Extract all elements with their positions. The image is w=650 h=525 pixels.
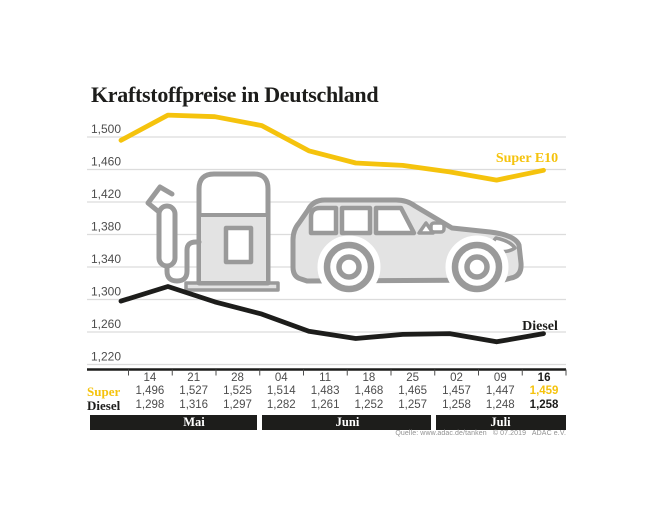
date-cell: 02 [450, 372, 463, 384]
date-cell: 25 [406, 372, 420, 384]
date-cell: 18 [362, 372, 376, 384]
date-cell: 04 [274, 372, 288, 384]
super-row-label: Super [87, 384, 121, 399]
date-cell: 21 [187, 372, 201, 384]
diesel-price-cell: 1,257 [398, 399, 428, 411]
diesel-line [118, 284, 546, 345]
fuel-pump-icon [145, 171, 280, 292]
super-price-cell: 1,527 [179, 385, 209, 397]
date-cell: 16 [537, 372, 551, 384]
source-note: Quelle: www.adac.de/tanken © 07.2019 ADA… [395, 430, 566, 437]
y-axis-label: 1,380 [91, 220, 121, 234]
super-price-cell: 1,468 [354, 385, 384, 397]
super-price-cell: 1,496 [135, 385, 165, 397]
table-super-row: Super 1,496 1,527 1,525 1,514 1,483 1,46… [87, 385, 566, 398]
super-price-cell: 1,465 [398, 385, 428, 397]
y-axis-label: 1,500 [91, 122, 121, 136]
date-cell: 09 [493, 372, 507, 384]
x-axis-layer [87, 368, 567, 376]
diesel-price-cell: 1,261 [310, 399, 340, 411]
diesel-line-label: Diesel [522, 319, 558, 334]
super-price-cell: 1,525 [223, 385, 252, 397]
rear-wheel-icon [317, 235, 381, 299]
diesel-row-label: Diesel [87, 398, 121, 413]
super-price-cell: 1,447 [485, 385, 515, 397]
diesel-price-cell: 1,248 [485, 399, 515, 411]
super-price-cell: 1,459 [529, 385, 559, 397]
diesel-price-cell: 1,316 [179, 399, 209, 411]
month-band-juni: Juni [261, 415, 431, 430]
diesel-price-cell: 1,258 [529, 399, 559, 411]
diesel-price-cell: 1,297 [223, 399, 252, 411]
diesel-price-cell: 1,282 [266, 399, 296, 411]
front-wheel-icon [445, 235, 509, 299]
super-price-cell: 1,483 [310, 385, 340, 397]
series-lines-layer [118, 112, 546, 345]
date-cell: 28 [231, 372, 244, 384]
month-band-mai: Mai [90, 415, 257, 430]
car-icon [290, 197, 524, 299]
super-price-cell: 1,457 [442, 385, 471, 397]
date-cell: 14 [143, 372, 157, 384]
super-e10-line-label: Super E10 [495, 151, 559, 166]
y-axis-label: 1,420 [91, 187, 121, 201]
y-axis-label: 1,220 [91, 350, 121, 364]
diesel-price-cell: 1,252 [354, 399, 384, 411]
table-diesel-row: Diesel 1,298 1,316 1,297 1,282 1,261 1,2… [87, 399, 566, 412]
month-label: Mai [183, 415, 205, 429]
month-label: Juli [490, 415, 511, 429]
table-date-row: 14 21 28 04 11 18 25 02 09 16 [128, 372, 566, 385]
month-label: Juni [335, 415, 360, 429]
y-axis-label: 1,460 [91, 155, 121, 169]
super-e10-line [118, 112, 546, 183]
super-price-cell: 1,514 [266, 385, 296, 397]
date-cell: 11 [319, 372, 332, 384]
chart-title: Kraftstoffpreise in Deutschland [91, 82, 379, 107]
y-axis-label: 1,260 [91, 317, 121, 331]
y-axis-label: 1,340 [91, 252, 121, 266]
y-axis-label: 1,300 [91, 285, 121, 299]
diesel-price-cell: 1,258 [442, 399, 471, 411]
diesel-price-cell: 1,298 [135, 399, 165, 411]
month-band-juli: Juli [435, 415, 566, 430]
